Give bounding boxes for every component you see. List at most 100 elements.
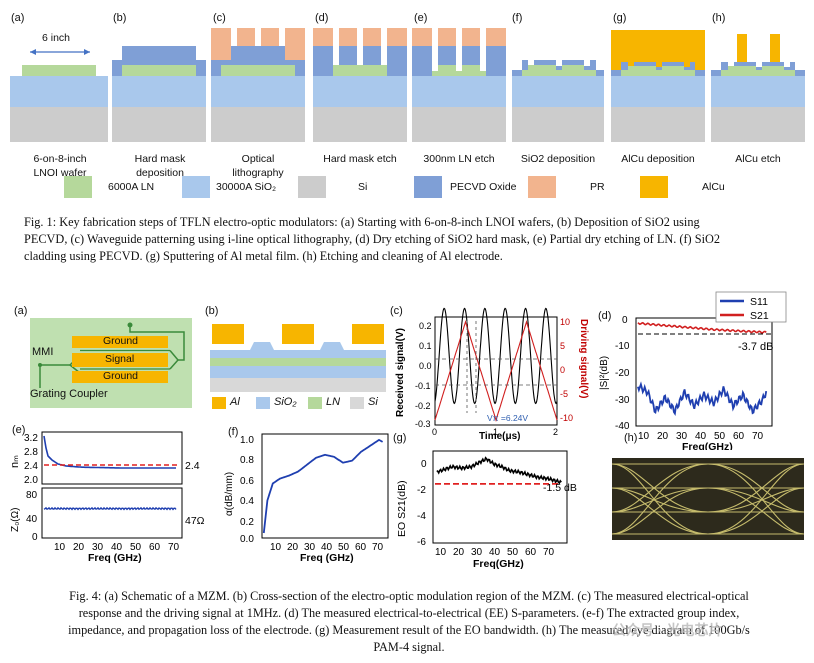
panel-letter-d: (d): [315, 12, 329, 24]
chart-d-svg: S11 S21 -3.7 dB 0 -10 -20 -30 -40 |S|²(d…: [599, 291, 787, 453]
panel-letter-g: (g): [613, 12, 627, 24]
legend-ln-text: LN: [326, 396, 341, 408]
chart-g-xtick-1: 20: [453, 547, 465, 558]
chart-c-ylabel-right: Driving signal(V): [578, 319, 589, 398]
legend-swatch-pr: [528, 176, 556, 198]
chart-e-xtick-1: 20: [73, 542, 85, 553]
chart-d-xtick-2: 30: [676, 431, 688, 442]
chart-d-legend: [715, 291, 787, 323]
chart-f-xtick-0: 10: [270, 542, 282, 553]
legend-text-sio2: 30000A SiO₂: [216, 181, 277, 193]
fig4g-letter: (g): [393, 432, 407, 444]
legend-swatch-ln: [64, 176, 92, 198]
chart-g-xtick-4: 50: [507, 547, 519, 558]
chart-c-rtick-1: 5: [560, 341, 565, 351]
chart-f-xtick-1: 20: [287, 542, 299, 553]
panel-g-stack: [611, 30, 705, 142]
legend-text-pr: PR: [590, 181, 605, 193]
panel-e-stack: [412, 28, 506, 142]
eye-diagram: [611, 458, 805, 540]
chart-e-ztick-2: 0: [32, 532, 38, 543]
chart-f-ytick-2: 0.6: [240, 476, 254, 487]
legend-si-swatch: [350, 397, 364, 409]
chart-d-xtick-4: 50: [714, 431, 726, 442]
panel-d-stack: [313, 28, 407, 142]
chart-f-ytick-0: 1.0: [240, 435, 254, 446]
chart-f-ytick-1: 0.8: [240, 455, 254, 466]
chart-d-ytick-3: -30: [615, 395, 630, 406]
mzm-schematic-svg: [38, 322, 185, 388]
chart-c-rtick-3: -5: [560, 389, 568, 399]
chart-c-ltick-2: 0.0: [419, 361, 432, 371]
panel-letter-f: (f): [512, 12, 523, 24]
fig4a-schematic: Ground Signal Ground MMI Grating Coupler: [30, 318, 192, 408]
legend-swatch-alcu: [640, 176, 668, 198]
chart-c-vpi: Vπ =6.24V: [487, 413, 528, 423]
chart-e-nm-line: [43, 435, 176, 469]
chart-f-xtick-4: 50: [338, 542, 350, 553]
chart-c-ltick-1: 0.1: [419, 341, 432, 351]
chart-d-s11-line: [637, 381, 768, 416]
panel-letter-c: (c): [213, 12, 226, 24]
chart-c-ltick-5: -0.3: [415, 419, 431, 429]
chart-c-svg: Received signal(V) Driving signal(V) Tim…: [395, 307, 589, 442]
chart-f-xtick-3: 40: [321, 542, 333, 553]
chart-g-frame: [432, 450, 568, 544]
chart-f-xtick-5: 60: [355, 542, 367, 553]
chart-f-alpha-line: [262, 438, 384, 534]
chart-d-ytick-1: -10: [615, 341, 630, 352]
fig4b-letter: (b): [205, 305, 219, 317]
legend-sio2-text: SiO₂: [274, 396, 297, 408]
legend-text-si: Si: [358, 181, 368, 193]
chart-c-ylabel-left: Received signal(V): [395, 328, 406, 417]
fig4a-letter: (a): [14, 305, 28, 317]
step-label-b: Hard mask deposition: [134, 153, 186, 179]
chart-d: S11 S21 -3.7 dB 0 -10 -20 -30 -40 |S|²(d…: [598, 290, 808, 453]
step-label-h: AlCu etch: [735, 153, 781, 165]
grating-coupler-label: Grating Coupler: [30, 388, 108, 400]
chart-g-xtick-5: 60: [525, 547, 537, 558]
chart-e-ntick-2: 2.4: [24, 461, 38, 472]
chart-c-xlabel: Time(μs): [479, 431, 521, 442]
chart-d-xtick-0: 10: [638, 431, 650, 442]
chart-d-xtick-1: 20: [657, 431, 669, 442]
chart-c-received-line: [434, 307, 558, 405]
chart-d-ylabel: |S|²(dB): [599, 356, 610, 390]
chart-e-ylabel-bottom: Z₀(Ω): [10, 508, 21, 532]
chart-g-svg: -1.5 dB 0 -2 -4 -6 EO S21(dB) 10 20 30 4…: [396, 450, 577, 570]
panel-a-stack: [10, 49, 108, 142]
chart-c-xtick-1: 1: [493, 427, 498, 437]
fig1-panels: [0, 0, 814, 200]
chart-f-frame: [261, 433, 389, 539]
chart-e-xtick-4: 50: [130, 542, 142, 553]
chart-g-ytick-0: 0: [421, 459, 427, 470]
legend-text-ln: 6000A LN: [108, 181, 155, 193]
panel-f-stack: [512, 60, 604, 142]
legend-al-text: Al: [230, 396, 240, 408]
legend-al-swatch: [212, 397, 226, 409]
chart-g-xlabel: Freq(GHz): [473, 558, 524, 570]
chart-d-legend-s21: S21: [750, 310, 769, 322]
chart-e-xtick-5: 60: [149, 542, 161, 553]
chart-e-annotation-n: 2.4: [185, 460, 200, 472]
chart-g-ytick-2: -4: [417, 511, 426, 522]
step-label-g: AlCu deposition: [621, 153, 695, 165]
fig4c-letter: (c): [390, 305, 403, 317]
chart-d-ytick-2: -20: [615, 368, 630, 379]
panel-letter-b: (b): [113, 12, 127, 24]
chart-c-ltick-3: -0.1: [415, 381, 431, 391]
chart-d-annotation: -3.7 dB: [738, 341, 773, 353]
chart-e-ylabel-top: nₘ: [9, 455, 21, 468]
chart-c-rtick-4: -10: [560, 413, 573, 423]
fig4e-letter: (e): [12, 424, 26, 436]
chart-f-ytick-4: 0.2: [240, 517, 254, 528]
legend-ln-swatch: [308, 397, 322, 409]
chart-e-bottom-frame: [41, 487, 183, 539]
legend-text-alcu: AlCu: [702, 181, 725, 193]
chart-e-svg: 2.4 47Ω 3.2 2.8 2.4 2.0 80 40 0 nₘ Z₀(Ω)…: [9, 431, 205, 564]
chart-d-legend-s11: S11: [750, 296, 768, 308]
chart-g-xtick-6: 70: [543, 547, 555, 558]
chart-d-xtick-6: 70: [752, 431, 764, 442]
chart-e-xlabel: Freq (GHz): [88, 552, 142, 563]
chart-e-z0-line: [43, 506, 177, 511]
